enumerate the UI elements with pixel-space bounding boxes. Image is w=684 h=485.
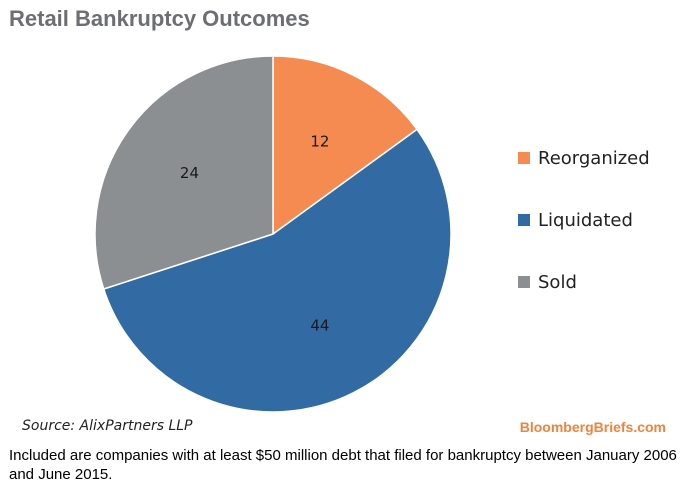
- pie-slice-sold: [94, 55, 274, 290]
- legend-item-liquidated: Liquidated: [518, 208, 650, 232]
- legend-swatch: [518, 276, 530, 288]
- source-note: Source: AlixPartners LLP: [22, 418, 193, 434]
- data-label-liquidated: 44: [310, 316, 329, 334]
- legend-swatch: [518, 214, 530, 226]
- data-label-sold: 24: [180, 164, 199, 182]
- legend-label: Reorganized: [538, 147, 650, 169]
- pie-slice-liquidated: [102, 128, 452, 413]
- legend-item-sold: Sold: [518, 270, 650, 294]
- pie-slices: [94, 55, 452, 413]
- caption: Included are companies with at least $50…: [9, 447, 677, 483]
- chart-title: Retail Bankruptcy Outcomes: [9, 6, 310, 31]
- legend-label: Sold: [538, 271, 577, 293]
- legend-label: Liquidated: [538, 209, 633, 231]
- pie-slice-reorganized: [272, 55, 419, 236]
- legend-swatch: [518, 152, 530, 164]
- legend: Reorganized Liquidated Sold: [518, 146, 650, 332]
- data-label-reorganized: 12: [310, 133, 329, 151]
- pie-data-labels: 12 44 24: [180, 133, 329, 335]
- brand-logo-text: BloombergBriefs.com: [519, 419, 666, 435]
- legend-item-reorganized: Reorganized: [518, 146, 650, 170]
